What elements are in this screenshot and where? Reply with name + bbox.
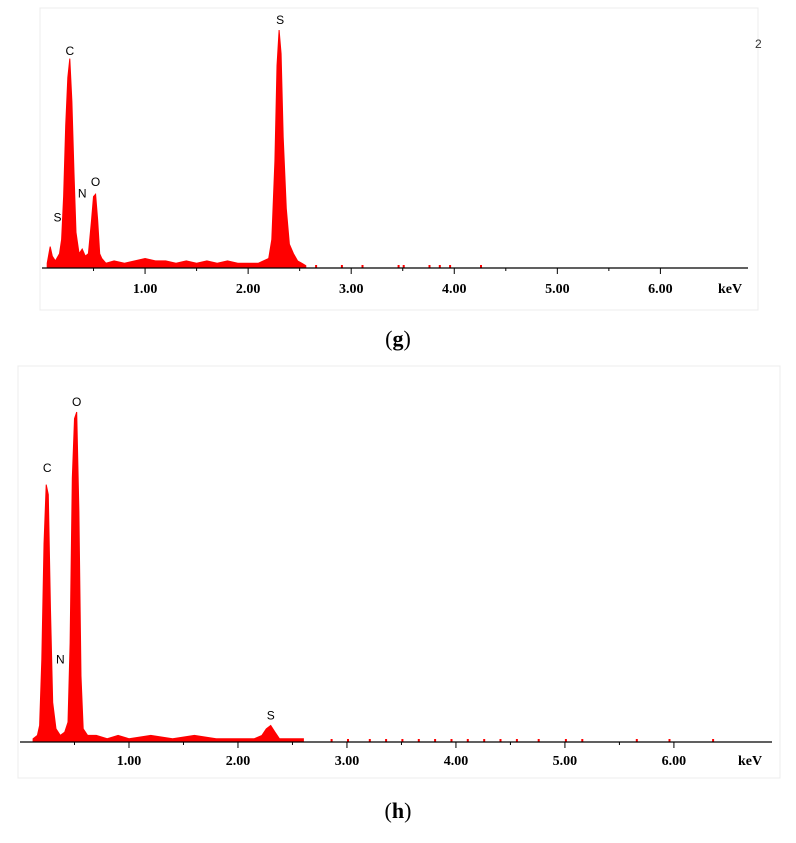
panel-caption-g-letter: g bbox=[392, 326, 404, 351]
spectrum-noise-dot bbox=[385, 739, 388, 742]
spectrum-noise-dot bbox=[450, 739, 453, 742]
x-tick-label: 1.00 bbox=[117, 754, 142, 769]
x-axis-unit-label: keV bbox=[718, 282, 742, 297]
x-tick-label: 3.00 bbox=[335, 754, 360, 769]
spectrum-noise-dot bbox=[340, 265, 343, 268]
peak-label-o: O bbox=[91, 175, 100, 189]
spectrum-noise-dot bbox=[480, 265, 482, 268]
spectrum-noise-dot bbox=[483, 739, 486, 742]
x-tick-label: 3.00 bbox=[339, 282, 364, 297]
x-tick-label: 4.00 bbox=[444, 754, 469, 769]
spectrum-noise-dot bbox=[635, 739, 638, 742]
x-tick-label: 5.00 bbox=[545, 282, 570, 297]
x-tick-label: 5.00 bbox=[553, 754, 578, 769]
x-tick-label: 1.00 bbox=[133, 282, 158, 297]
eds-spectrum-panel-h: 1.00 2.00 3.00 4.00 5.00 6.00 keV O C N S bbox=[17, 365, 781, 779]
peak-label-s: S bbox=[267, 709, 275, 723]
plot-frame bbox=[17, 365, 781, 779]
peak-label-c: C bbox=[65, 44, 74, 58]
spectrum-noise-dot bbox=[515, 739, 518, 742]
x-tick-label: 2.00 bbox=[236, 282, 261, 297]
spectrum-noise-dot bbox=[347, 739, 349, 742]
x-tick-label: 6.00 bbox=[648, 282, 673, 297]
spectrum-noise-dot bbox=[401, 739, 404, 742]
spectrum-noise-dot bbox=[434, 739, 437, 742]
panel-caption-g: (g) bbox=[385, 326, 411, 351]
peak-label-s: S bbox=[53, 211, 61, 225]
spectrum-noise-dot bbox=[402, 265, 405, 268]
spectrum-noise-dot bbox=[368, 739, 371, 742]
peak-label-n: N bbox=[56, 652, 65, 666]
peak-label-s: S bbox=[276, 13, 284, 27]
x-tick-label: 2.00 bbox=[226, 754, 251, 769]
spectrum-noise-dot bbox=[564, 739, 567, 742]
stray-mark: 2 bbox=[755, 37, 762, 51]
spectrum-noise-dot bbox=[397, 265, 400, 268]
x-axis-unit-label: keV bbox=[738, 754, 762, 769]
x-tick-label: 4.00 bbox=[442, 282, 467, 297]
spectrum-noise-dot bbox=[330, 739, 333, 742]
spectrum-noise-dot bbox=[499, 739, 502, 742]
panel-caption-h: (h) bbox=[384, 798, 412, 823]
x-tick-label: 6.00 bbox=[662, 754, 687, 769]
spectrum-noise-dot bbox=[537, 739, 540, 742]
eds-spectrum-panel-g: 1.00 2.00 3.00 4.00 5.00 6.00 keV C S ON S 2 bbox=[39, 7, 762, 311]
peak-label-n: N bbox=[78, 187, 87, 201]
spectrum-noise-dot bbox=[449, 265, 452, 268]
spectrum-noise-dot bbox=[361, 265, 364, 268]
spectrum-noise-dot bbox=[438, 265, 441, 268]
spectrum-noise-dot bbox=[315, 265, 318, 268]
spectrum-noise-dot bbox=[428, 265, 431, 268]
peak-label-c: C bbox=[43, 461, 52, 475]
spectrum-noise-dot bbox=[417, 739, 420, 742]
spectrum-noise-dot bbox=[668, 739, 671, 742]
plot-frame bbox=[39, 7, 759, 311]
spectrum-noise-dot bbox=[466, 739, 469, 742]
spectrum-noise-dot bbox=[581, 739, 584, 742]
spectrum-area bbox=[32, 411, 304, 743]
peak-label-o: O bbox=[72, 395, 81, 409]
panel-caption-h-letter: h bbox=[391, 798, 405, 823]
spectrum-area bbox=[46, 29, 307, 269]
spectrum-noise-dot bbox=[712, 739, 715, 742]
